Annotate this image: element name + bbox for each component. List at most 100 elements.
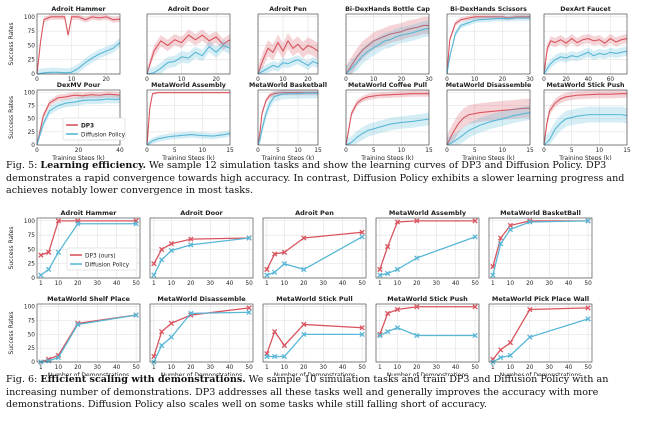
x-tick-label: 10 xyxy=(507,281,515,287)
panel-frame xyxy=(262,303,367,363)
fig6-panel-metaworld-basketball: MetaWorld BasketBall 1 10 20 30 40 50 xyxy=(488,209,593,287)
data-point-dp3 xyxy=(394,219,401,225)
data-point-diffusion-policy xyxy=(498,354,504,361)
data-point-diffusion-policy xyxy=(159,342,165,349)
data-point-dp3 xyxy=(281,342,288,349)
data-point-diffusion-policy xyxy=(394,325,401,331)
x-tick-label: 50 xyxy=(584,281,592,287)
fig5-panel-adroit-pen: Adroit Pen 0 10 20 xyxy=(256,6,319,83)
x-tick-label: 40 xyxy=(339,365,347,371)
fig5-panel-metaworld-stick-push: MetaWorld Stick Push 0 5 10 15 Training Steps… xyxy=(542,82,631,160)
data-point-dp3 xyxy=(159,328,165,335)
x-tick-label: 10 xyxy=(68,77,76,83)
x-tick-label: 20 xyxy=(499,77,507,83)
legend: DP3 (ours) Diffusion Policy xyxy=(66,247,138,271)
x-tick-label: 0 xyxy=(256,148,260,154)
fig6-panel-metaworld-assembly: MetaWorld Assembly 1 10 20 30 40 50 xyxy=(375,209,480,287)
series-band-dp3 xyxy=(258,32,318,74)
x-tick-label: 20 xyxy=(526,281,534,287)
x-tick-label: 0 xyxy=(445,148,449,154)
x-tick-label: 5 xyxy=(173,148,177,154)
x-tick-label: 10 xyxy=(294,148,302,154)
y-axis-label: Success Rates xyxy=(8,312,15,355)
y-tick-label: 75 xyxy=(28,29,36,35)
panel-title: DexArt Faucet xyxy=(560,6,610,13)
legend-box xyxy=(66,247,138,271)
x-tick-label: 30 xyxy=(320,365,328,371)
series-line-dp3 xyxy=(146,92,230,146)
data-point-diffusion-policy xyxy=(498,241,504,247)
data-point-dp3 xyxy=(385,310,391,317)
data-point-diffusion-policy xyxy=(188,310,194,317)
panel-frame xyxy=(36,217,141,279)
panel-frame xyxy=(149,303,254,363)
x-axis-label: Number of Demonstrations xyxy=(161,372,243,376)
series-band-dp3 xyxy=(37,14,120,75)
series-line-diffusion-policy xyxy=(345,118,430,146)
x-tick-label: 30 xyxy=(425,77,433,83)
panel-title: Bi-DexHands Scissors xyxy=(450,6,527,13)
x-tick-label: 20 xyxy=(187,365,195,371)
legend-box xyxy=(62,117,126,141)
fig5-panel-dexmv-pour: DexMV Pour 0 20 40 0 25 50 75 100 Success Rates Tr… xyxy=(8,82,126,160)
y-tick-label: 75 xyxy=(28,319,36,325)
series-band-diffusion-policy xyxy=(544,46,627,74)
fig5-panel-metaworld-assembly: MetaWorld Assembly 0 5 10 15 Training Steps (… xyxy=(145,82,234,160)
series-line-diffusion-policy xyxy=(446,17,530,75)
fig5-panel-bi-dexhands-bottle-cap: Bi-DexHands Bottle Cap 0 10 20 30 xyxy=(344,6,433,83)
data-point-dp3 xyxy=(301,235,307,241)
x-tick-label: 1 xyxy=(152,281,156,287)
x-tick-label: 20 xyxy=(413,281,421,287)
x-tick-label: 40 xyxy=(452,365,460,371)
panel-title: MetaWorld Stick Push xyxy=(387,295,468,303)
data-point-diffusion-policy xyxy=(472,234,478,240)
figure-5-caption-label: Fig. 5: xyxy=(6,160,38,171)
data-point-diffusion-policy xyxy=(359,331,365,338)
data-point-dp3 xyxy=(472,218,478,224)
x-tick-label: 0 xyxy=(256,77,260,83)
series-band-diffusion-policy xyxy=(258,90,318,145)
fig5-panel-adroit-door: Adroit Door 0 10 20 xyxy=(145,6,231,83)
x-axis-label: Number of Demonstrations xyxy=(500,372,582,376)
panel-title: Adroit Pen xyxy=(269,6,307,13)
x-tick-label: 0 xyxy=(145,148,149,154)
panel-title: MetaWorld Coffee Pull xyxy=(348,82,427,89)
series-band-diffusion-policy xyxy=(147,39,230,74)
x-tick-label: 1 xyxy=(491,281,495,287)
x-tick-label: 40 xyxy=(585,77,593,83)
data-point-diffusion-policy xyxy=(264,272,270,278)
fig6-panel-adroit-hammer: Adroit Hammer 1 10 20 30 40 50 0 25 50 75 100 Succes… xyxy=(8,209,141,287)
data-point-diffusion-policy xyxy=(377,272,383,278)
data-point-diffusion-policy xyxy=(385,328,391,335)
x-axis-label: Training Steps (k) xyxy=(360,155,413,160)
x-axis-label: Training Steps (k) xyxy=(161,155,214,160)
panel-frame xyxy=(543,89,628,146)
panel-frame xyxy=(36,89,121,146)
x-tick-label: 0 xyxy=(445,77,449,83)
data-point-diffusion-policy xyxy=(133,221,139,227)
data-point-dp3 xyxy=(414,218,420,224)
data-point-dp3 xyxy=(246,305,252,311)
series-line-diffusion-policy xyxy=(266,236,363,276)
panel-title: MetaWorld Basketball xyxy=(249,82,327,89)
y-tick-label: 50 xyxy=(28,117,36,123)
fig6-panel-adroit-door: Adroit Door 1 10 20 30 40 50 xyxy=(149,209,254,287)
x-tick-label: 20 xyxy=(413,365,421,371)
data-point-diffusion-policy xyxy=(133,312,139,318)
x-tick-label: 40 xyxy=(452,281,460,287)
panel-frame xyxy=(375,217,480,279)
x-tick-label: 1 xyxy=(265,281,269,287)
series-line-dp3 xyxy=(446,107,530,146)
panel-title: Bi-DexHands Bottle Cap xyxy=(345,6,430,13)
data-point-dp3 xyxy=(507,340,514,346)
x-tick-label: 40 xyxy=(226,281,234,287)
x-tick-label: 15 xyxy=(425,148,433,154)
x-tick-label: 0 xyxy=(35,77,39,83)
data-point-diffusion-policy xyxy=(359,234,365,240)
x-tick-label: 50 xyxy=(245,365,253,371)
data-point-dp3 xyxy=(168,320,175,326)
series-band-dp3 xyxy=(346,90,429,145)
series-line-diffusion-policy xyxy=(153,237,250,276)
x-tick-label: 15 xyxy=(226,148,234,154)
panel-title: Adroit Hammer xyxy=(61,209,118,217)
